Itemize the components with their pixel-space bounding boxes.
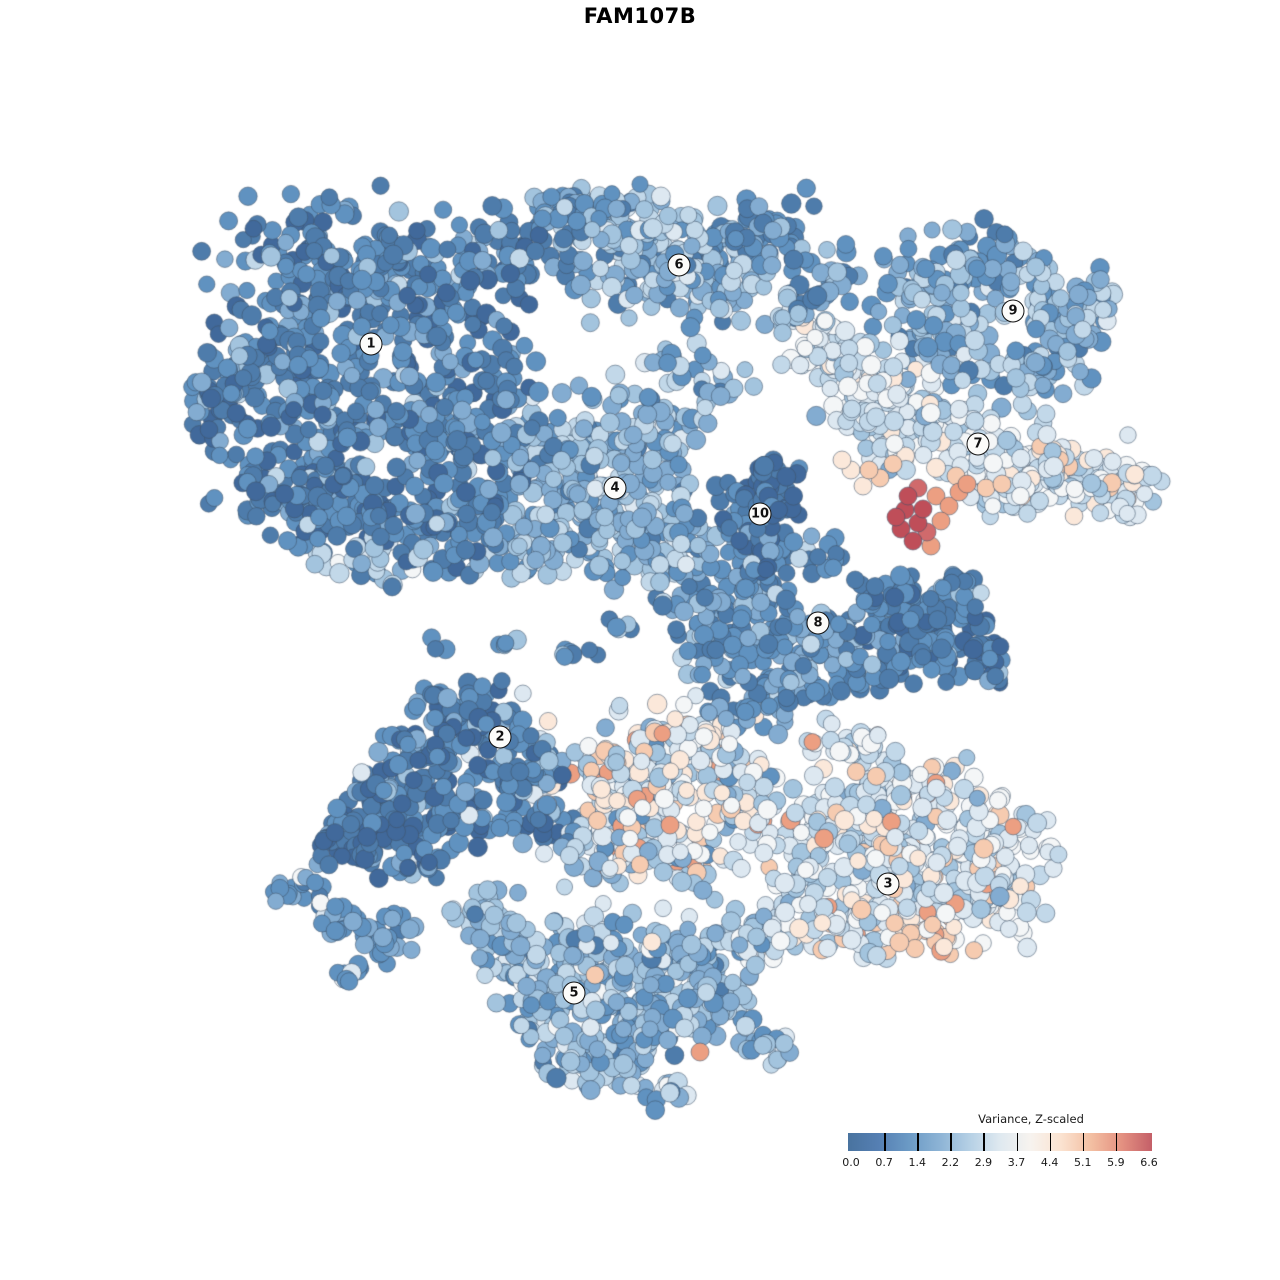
colorbar-ticklabel: 6.6 (1140, 1156, 1158, 1169)
colorbar-tickline (1115, 1133, 1118, 1151)
colorbar-ticklabel: 5.9 (1107, 1156, 1125, 1169)
colorbar-tickline (950, 1133, 952, 1151)
cluster-label-badge: 6 (667, 253, 691, 277)
cluster-label-badge: 7 (966, 432, 990, 456)
legend-title: Variance, Z-scaled (978, 1112, 1084, 1126)
colorbar-tickline (1016, 1133, 1019, 1151)
cluster-label-badge: 8 (806, 611, 830, 635)
colorbar-tickline (983, 1133, 985, 1151)
cluster-label-badge: 9 (1001, 299, 1025, 323)
colorbar-ticklabel: 4.4 (1040, 1156, 1059, 1169)
cluster-label-badge: 1 (359, 332, 383, 356)
colorbar-ticklabel: 2.9 (974, 1156, 993, 1169)
colorbar-ticklabel: 2.2 (941, 1156, 960, 1169)
colorbar-tickline (1049, 1133, 1052, 1151)
cluster-label-badge: 4 (603, 476, 627, 500)
colorbar-tickline (884, 1133, 886, 1151)
cluster-label-badge: 2 (488, 725, 512, 749)
cluster-label-badge: 5 (562, 981, 586, 1005)
colorbar-tickline (1082, 1133, 1085, 1151)
colorbar-ticklabel: 0.7 (875, 1156, 893, 1169)
colorbar-ticklabel: 3.7 (1007, 1156, 1026, 1169)
colorbar-tickline (917, 1133, 919, 1151)
colorbar-ticklabel: 5.1 (1074, 1156, 1092, 1169)
colorbar-ticklabel: 1.4 (908, 1156, 926, 1169)
colorbar-gradient (848, 1133, 1152, 1151)
cluster-label-badge: 3 (876, 872, 900, 896)
cluster-label-badge: 10 (748, 502, 772, 526)
colorbar-ticklabel: 0.0 (842, 1156, 860, 1169)
